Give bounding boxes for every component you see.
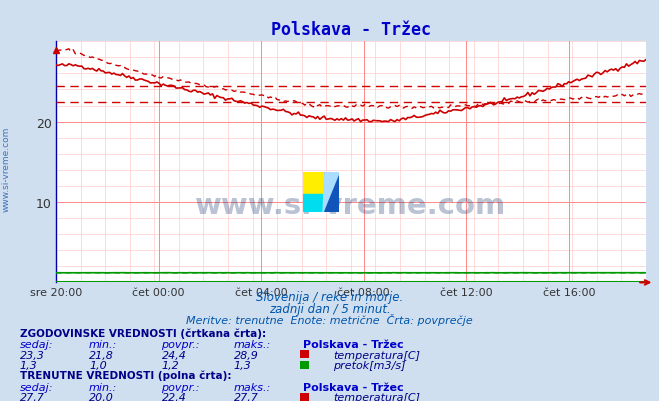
Text: ZGODOVINSKE VREDNOSTI (črtkana črta):: ZGODOVINSKE VREDNOSTI (črtkana črta): [20, 328, 266, 338]
Text: 21,8: 21,8 [89, 350, 114, 360]
Text: min.:: min.: [89, 339, 117, 349]
Text: www.si-vreme.com: www.si-vreme.com [195, 192, 507, 220]
Text: Slovenija / reke in morje.: Slovenija / reke in morje. [256, 291, 403, 304]
Text: min.:: min.: [89, 382, 117, 392]
Text: maks.:: maks.: [234, 339, 272, 349]
Polygon shape [323, 172, 339, 213]
Text: Polskava - Tržec: Polskava - Tržec [303, 339, 404, 349]
Text: 1,3: 1,3 [20, 360, 38, 370]
Title: Polskava - Tržec: Polskava - Tržec [271, 21, 431, 39]
Text: 24,4: 24,4 [161, 350, 186, 360]
Text: 20,0: 20,0 [89, 392, 114, 401]
Text: TRENUTNE VREDNOSTI (polna črta):: TRENUTNE VREDNOSTI (polna črta): [20, 370, 231, 381]
Text: 27,7: 27,7 [20, 392, 45, 401]
Text: pretok[m3/s]: pretok[m3/s] [333, 360, 405, 370]
Text: 28,9: 28,9 [234, 350, 259, 360]
Text: sedaj:: sedaj: [20, 339, 53, 349]
Text: sedaj:: sedaj: [20, 382, 53, 392]
Text: 1,0: 1,0 [89, 360, 107, 370]
Polygon shape [303, 172, 323, 194]
Text: www.si-vreme.com: www.si-vreme.com [2, 126, 11, 211]
Text: 23,3: 23,3 [20, 350, 45, 360]
Text: povpr.:: povpr.: [161, 382, 200, 392]
Text: temperatura[C]: temperatura[C] [333, 350, 420, 360]
Text: Polskava - Tržec: Polskava - Tržec [303, 382, 404, 392]
Text: 27,7: 27,7 [234, 392, 259, 401]
Text: povpr.:: povpr.: [161, 339, 200, 349]
Text: 1,3: 1,3 [234, 360, 252, 370]
Text: Meritve: trenutne  Enote: metrične  Črta: povprečje: Meritve: trenutne Enote: metrične Črta: … [186, 313, 473, 325]
Text: zadnji dan / 5 minut.: zadnji dan / 5 minut. [269, 302, 390, 315]
Text: maks.:: maks.: [234, 382, 272, 392]
Text: 22,4: 22,4 [161, 392, 186, 401]
Text: 1,2: 1,2 [161, 360, 179, 370]
Text: temperatura[C]: temperatura[C] [333, 392, 420, 401]
Polygon shape [303, 194, 323, 213]
